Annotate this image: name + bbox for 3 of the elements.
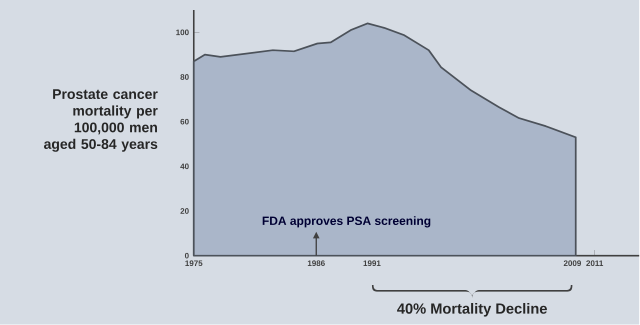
y-axis-title: Prostate cancer mortality per 100,000 men aged 50-84 years <box>44 90 158 152</box>
text: 40% Mortality Decline <box>397 303 547 317</box>
annotation: FDA approves PSA screening <box>262 216 430 228</box>
